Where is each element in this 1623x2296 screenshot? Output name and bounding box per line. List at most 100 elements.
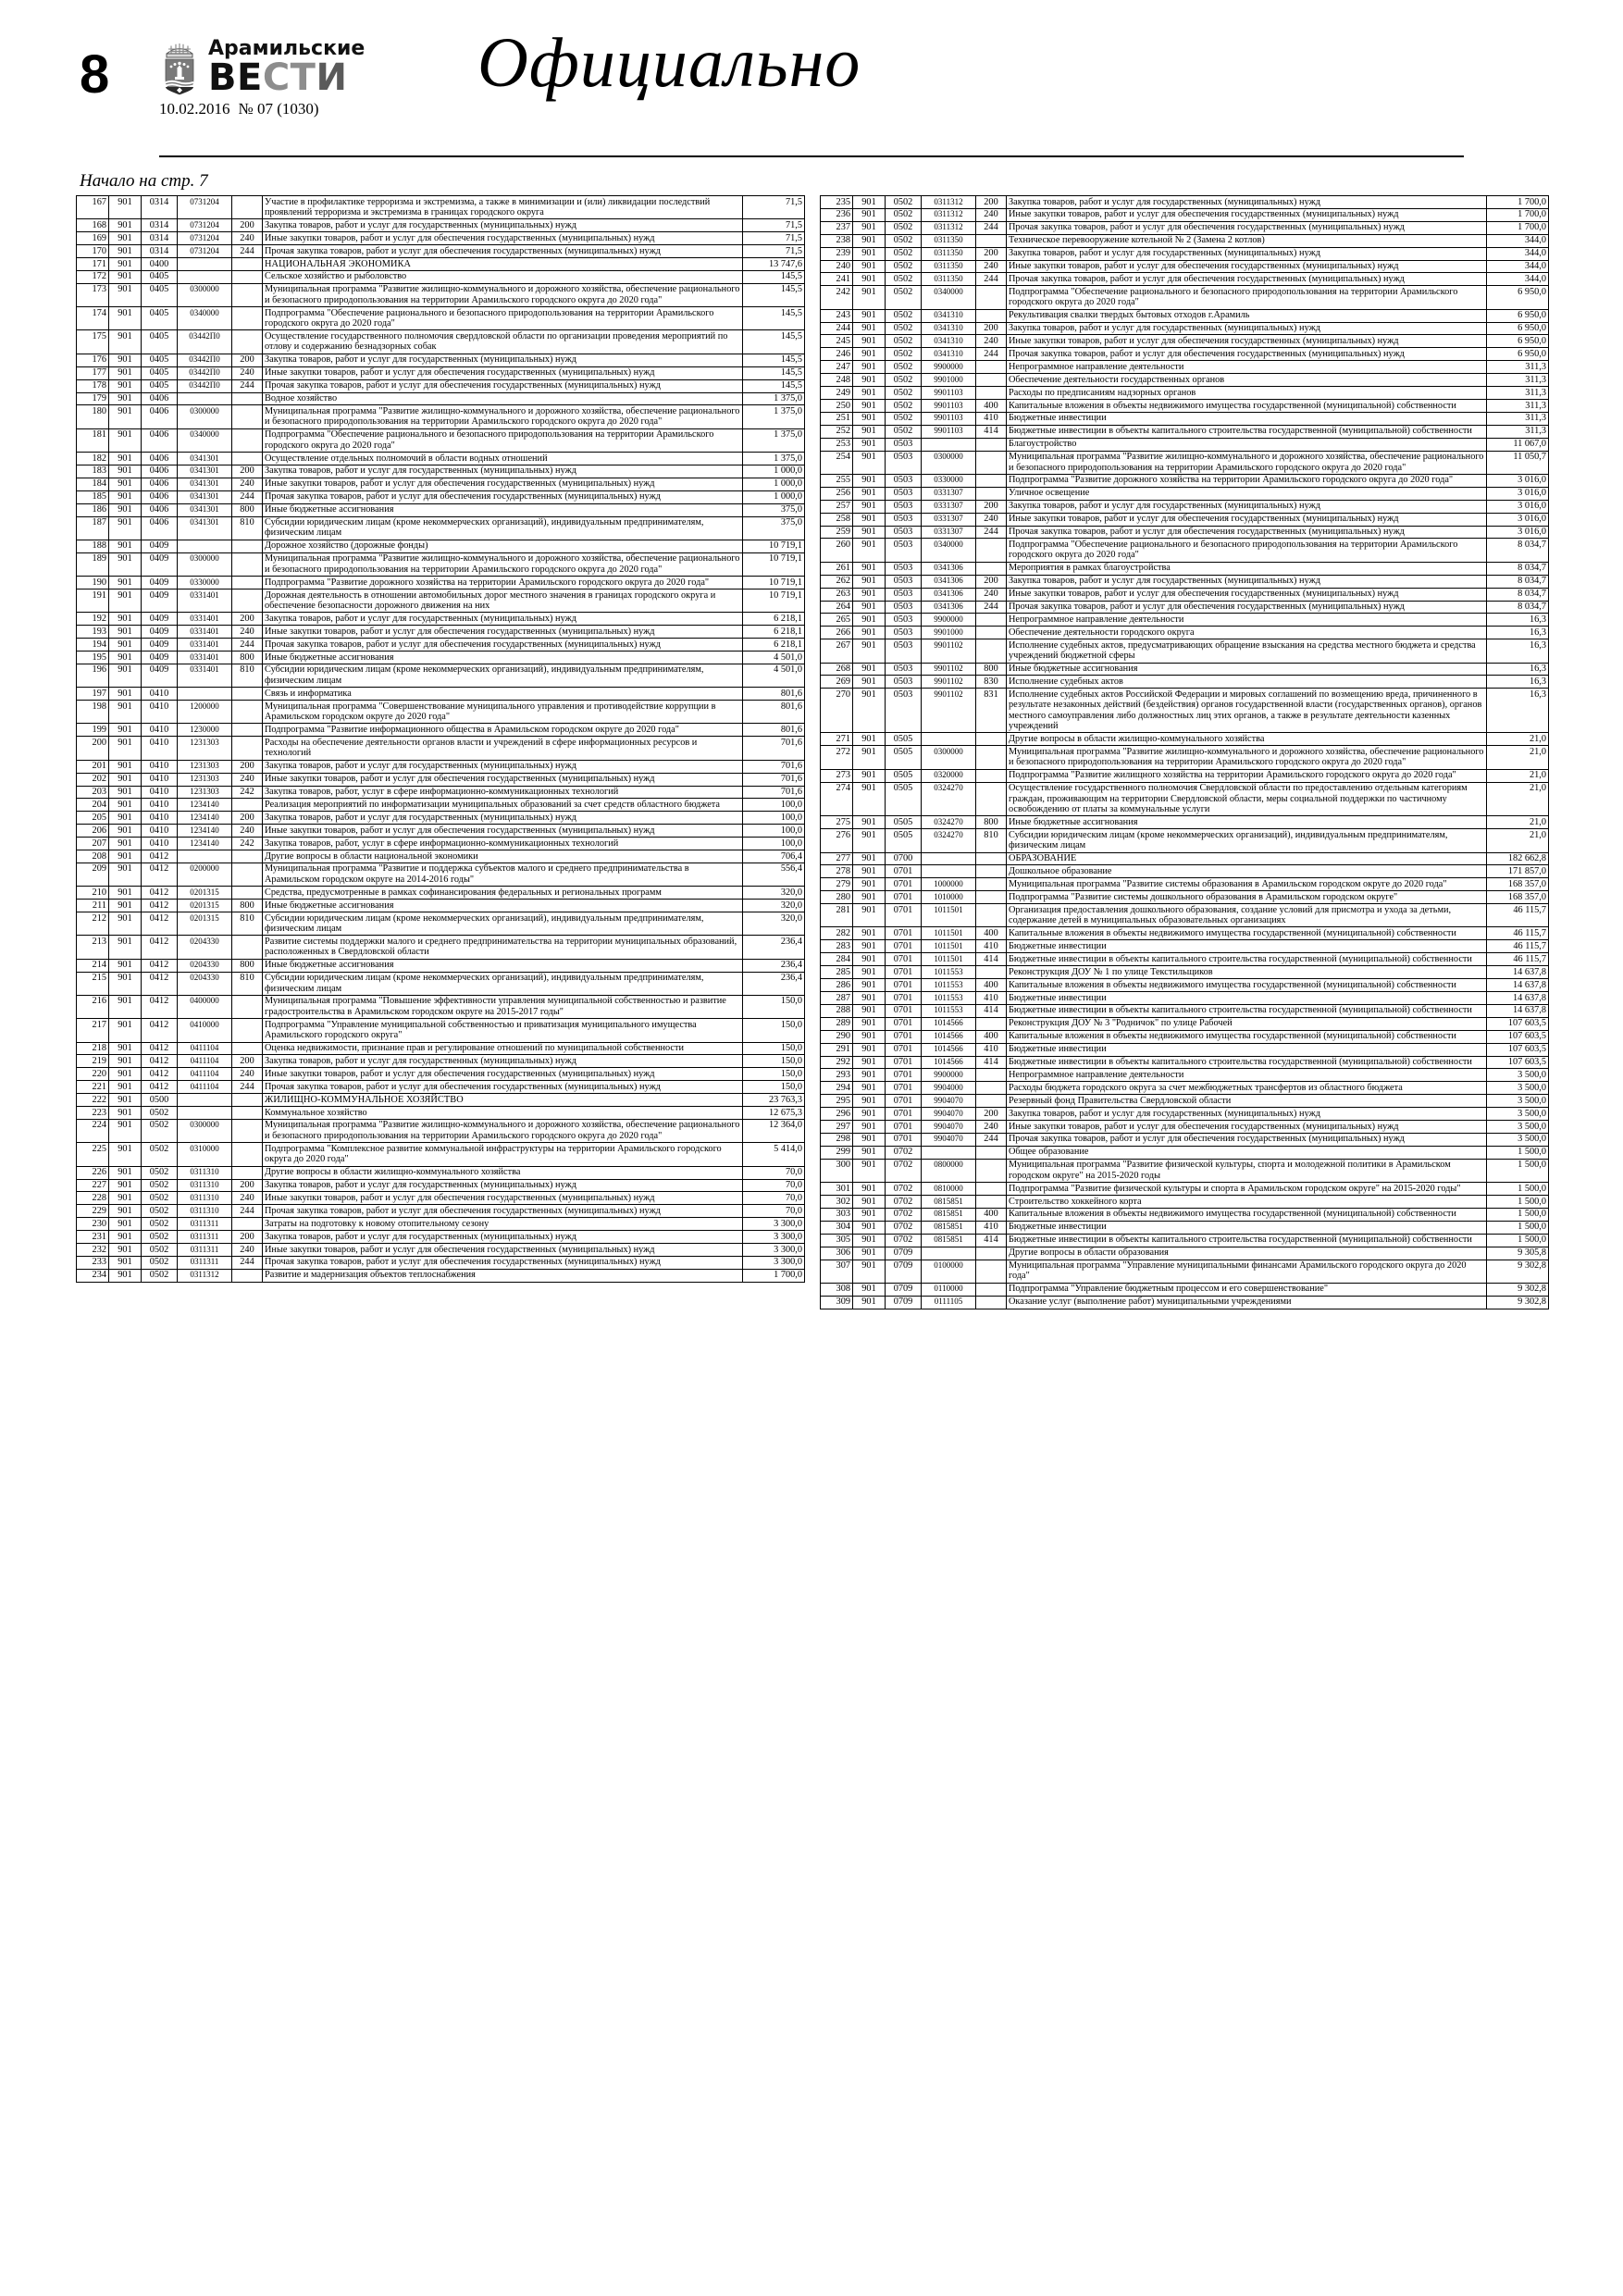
row-razdel: 0410 — [141, 824, 178, 838]
row-vedomstvo: 901 — [108, 194, 142, 220]
table-row: 266 901 0503 9901000 Обеспечение деятельност… — [820, 626, 1549, 640]
row-number: 200 — [76, 736, 109, 761]
row-number: 246 — [820, 347, 853, 362]
row-sum: 8 034,7 — [1486, 587, 1549, 602]
row-name: Техническое перевооружение котельной № 2… — [1006, 233, 1487, 248]
table-row: 259 901 0503 0331307 244 Прочая закупка товар… — [820, 525, 1549, 540]
row-sum: 150,0 — [742, 1041, 805, 1056]
budget-table-left-body: 167 901 0314 0731204 Участие в профилактике … — [76, 194, 805, 1283]
row-vedomstvo: 901 — [108, 862, 142, 887]
row-target-code: 0331307 — [921, 525, 976, 540]
row-razdel: 0701 — [885, 965, 922, 980]
row-name: Строительство хоккейного корта — [1006, 1195, 1487, 1209]
row-expense-type: 242 — [231, 837, 263, 851]
row-vedomstvo: 901 — [108, 515, 142, 540]
table-row: 274 901 0505 0324270 Осуществление государст… — [820, 781, 1549, 817]
row-sum: 8 034,7 — [1486, 561, 1549, 576]
row-expense-type — [231, 1041, 263, 1056]
column-right: 235 901 0502 0311312 200 Закупка товаров, раб… — [820, 195, 1549, 1309]
row-number: 272 — [820, 745, 853, 770]
row-razdel: 0502 — [141, 1230, 178, 1245]
row-sum: 16,3 — [1486, 613, 1549, 627]
row-razdel: 0505 — [885, 732, 922, 747]
table-row: 170 901 0314 0731204 244 Прочая закупка товар… — [76, 244, 805, 259]
row-name: Подпрограмма "Обеспечение рационального … — [1006, 285, 1487, 310]
row-razdel: 0709 — [885, 1295, 922, 1309]
row-name: Иные закупки товаров, работ и услуг для … — [262, 366, 743, 380]
row-vedomstvo: 901 — [852, 662, 886, 676]
row-target-code: 03442П0 — [177, 366, 232, 380]
row-vedomstvo: 901 — [108, 539, 142, 553]
row-vedomstvo: 901 — [108, 1018, 142, 1043]
row-vedomstvo: 901 — [852, 1055, 886, 1070]
row-number: 288 — [820, 1003, 853, 1018]
row-vedomstvo: 901 — [108, 552, 142, 577]
table-row: 234 901 0502 0311312 Развитие и мадернизация… — [76, 1268, 805, 1283]
row-target-code: 0200000 — [177, 862, 232, 887]
row-expense-type — [231, 723, 263, 738]
row-vedomstvo: 901 — [108, 231, 142, 246]
row-name: Подпрограмма "Развитие дорожного хозяйст… — [1006, 473, 1487, 488]
row-sum: 10 719,1 — [742, 576, 805, 590]
table-row: 276 901 0505 0324270 810 Субсидии юридическим… — [820, 828, 1549, 853]
row-target-code: 1234140 — [177, 811, 232, 825]
row-razdel: 0502 — [141, 1106, 178, 1120]
table-row: 193 901 0409 0331401 240 Иные закупки товаров… — [76, 625, 805, 639]
row-razdel: 0701 — [885, 1081, 922, 1096]
row-expense-type — [975, 233, 1007, 248]
table-row: 287 901 0701 1011553 410 Бюджетные инвестиции… — [820, 991, 1549, 1005]
row-expense-type: 410 — [975, 1220, 1007, 1235]
row-vedomstvo: 901 — [852, 424, 886, 439]
table-row: 175 901 0405 03442П0 Осуществление государст… — [76, 329, 805, 354]
row-target-code: 1234140 — [177, 824, 232, 838]
row-sum: 46 115,7 — [1486, 926, 1549, 941]
row-sum: 3 016,0 — [1486, 525, 1549, 540]
row-vedomstvo: 901 — [108, 850, 142, 863]
row-sum: 3 300,0 — [742, 1255, 805, 1270]
row-name: Муниципальная программа "Управление муни… — [1006, 1259, 1487, 1284]
row-number: 227 — [76, 1178, 109, 1193]
row-name: Мероприятия в рамках благоустройства — [1006, 561, 1487, 576]
row-razdel: 0701 — [885, 1055, 922, 1070]
row-name: Прочая закупка товаров, работ и услуг дл… — [262, 1204, 743, 1219]
row-vedomstvo: 901 — [108, 736, 142, 761]
table-row: 263 901 0503 0341306 240 Иные закупки товаров… — [820, 587, 1549, 602]
row-number: 243 — [820, 308, 853, 323]
row-vedomstvo: 901 — [108, 638, 142, 652]
row-vedomstvo: 901 — [852, 437, 886, 452]
table-row: 281 901 0701 1011501 Организация предоставле… — [820, 903, 1549, 928]
row-number: 302 — [820, 1195, 853, 1209]
row-vedomstvo: 901 — [108, 391, 142, 406]
row-vedomstvo: 901 — [852, 903, 886, 928]
table-row: 201 901 0410 1231303 200 Закупка товаров, раб… — [76, 759, 805, 774]
row-vedomstvo: 901 — [852, 246, 886, 261]
row-sum: 10 719,1 — [742, 539, 805, 553]
row-name: Подпрограмма "Развитие дорожного хозяйст… — [262, 576, 743, 590]
row-sum: 3 500,0 — [1486, 1068, 1549, 1083]
row-name: Общее образование — [1006, 1145, 1487, 1160]
row-target-code: 9901102 — [921, 688, 976, 734]
row-name: Прочая закупка товаров, работ и услуг дл… — [1006, 600, 1487, 614]
table-row: 277 901 0700 ОБРАЗОВАНИЕ 182 662,8 — [820, 851, 1549, 866]
row-razdel: 0410 — [141, 837, 178, 851]
row-name: Сельское хозяйство и рыболовство — [262, 269, 743, 284]
row-expense-type: 240 — [975, 207, 1007, 222]
table-row: 309 901 0709 0111105 Оказание услуг (выполне… — [820, 1295, 1549, 1309]
row-name: Развитие системы поддержки малого и сред… — [262, 935, 743, 960]
row-razdel: 0409 — [141, 651, 178, 664]
row-target-code: 9901000 — [921, 373, 976, 388]
row-target-code: 0324270 — [921, 781, 976, 817]
row-vedomstvo: 901 — [108, 269, 142, 284]
row-number: 210 — [76, 886, 109, 900]
row-number: 179 — [76, 391, 109, 406]
row-razdel: 0503 — [885, 499, 922, 514]
row-expense-type — [231, 1165, 263, 1180]
row-expense-type: 400 — [975, 926, 1007, 941]
row-target-code — [177, 850, 232, 863]
row-razdel: 0400 — [141, 257, 178, 271]
table-row: 172 901 0405 Сельское хозяйство и рыболовст… — [76, 269, 805, 284]
row-name: Закупка товаров, работ, услуг в сфере ин… — [262, 837, 743, 851]
row-expense-type: 240 — [231, 366, 263, 380]
row-name: НАЦИОНАЛЬНАЯ ЭКОНОМИКА — [262, 257, 743, 271]
row-target-code: 0311311 — [177, 1255, 232, 1270]
